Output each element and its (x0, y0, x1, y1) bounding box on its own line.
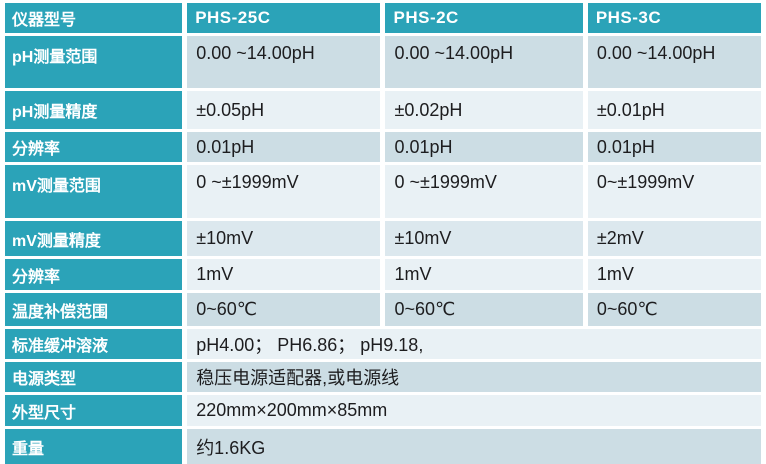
spec-row-label: 电源类型 (5, 362, 183, 392)
spec-value-cell-span: 约1.6KG (187, 429, 761, 464)
spec-row-label: 温度补偿范围 (5, 293, 183, 326)
corner-label: 仪器型号 (5, 3, 183, 33)
spec-value-cell: 1mV (187, 259, 381, 290)
spec-value-cell: 0 ~±1999mV (385, 165, 583, 218)
table-row: 标准缓冲溶液 pH4.00； PH6.86； pH9.18, (5, 329, 761, 359)
table-row: 分辨率 0.01pH 0.01pH 0.01pH (5, 132, 761, 162)
spec-row-label: 外型尺寸 (5, 395, 183, 426)
spec-value-cell: ±0.01pH (587, 91, 761, 129)
spec-value-cell-span: pH4.00； PH6.86； pH9.18, (187, 329, 761, 359)
spec-value-cell: 0.01pH (587, 132, 761, 162)
table-row: 重量 约1.6KG (5, 429, 761, 464)
spec-row-label: pH测量精度 (5, 91, 183, 129)
spec-value-cell: 0~±1999mV (587, 165, 761, 218)
table-row: 外型尺寸 220mm×200mm×85mm (5, 395, 761, 426)
table-row: pH测量精度 ±0.05pH ±0.02pH ±0.01pH (5, 91, 761, 129)
header-row: 仪器型号 PHS-25C PHS-2C PHS-3C (5, 3, 761, 33)
spec-value-cell: 0~60℃ (587, 293, 761, 326)
spec-value-cell: 1mV (385, 259, 583, 290)
model-header-phs3c: PHS-3C (587, 3, 761, 33)
spec-value-cell: ±0.02pH (385, 91, 583, 129)
spec-value-cell: 0~60℃ (385, 293, 583, 326)
spec-value-cell: 0.00 ~14.00pH (385, 36, 583, 88)
spec-value-cell: ±2mV (587, 221, 761, 256)
model-header-phs2c: PHS-2C (385, 3, 583, 33)
model-header-phs25c: PHS-25C (187, 3, 381, 33)
spec-value-cell: 0.01pH (385, 132, 583, 162)
spec-row-label: mV测量精度 (5, 221, 183, 256)
spec-value-cell: 1mV (587, 259, 761, 290)
spec-value-cell: 0.01pH (187, 132, 381, 162)
spec-row-label: pH测量范围 (5, 36, 183, 88)
spec-row-label: 分辨率 (5, 259, 183, 290)
table-row: 温度补偿范围 0~60℃ 0~60℃ 0~60℃ (5, 293, 761, 326)
table-row: pH测量范围 0.00 ~14.00pH 0.00 ~14.00pH 0.00 … (5, 36, 761, 88)
spec-value-cell: ±0.05pH (187, 91, 381, 129)
spec-row-label: 分辨率 (5, 132, 183, 162)
spec-row-label: 重量 (5, 429, 183, 464)
spec-value-cell: 0.00 ~14.00pH (187, 36, 381, 88)
spec-value-cell-span: 220mm×200mm×85mm (187, 395, 761, 426)
spec-value-cell: 0 ~±1999mV (187, 165, 381, 218)
table-row: 电源类型 稳压电源适配器,或电源线 (5, 362, 761, 392)
spec-value-cell: ±10mV (385, 221, 583, 256)
table-row: mV测量精度 ±10mV ±10mV ±2mV (5, 221, 761, 256)
table-row: mV测量范围 0 ~±1999mV 0 ~±1999mV 0~±1999mV (5, 165, 761, 218)
spec-value-cell: 0.00 ~14.00pH (587, 36, 761, 88)
spec-value-cell: 0~60℃ (187, 293, 381, 326)
spec-row-label: mV测量范围 (5, 165, 183, 218)
spec-row-label: 标准缓冲溶液 (5, 329, 183, 359)
spec-value-cell: ±10mV (187, 221, 381, 256)
spec-value-cell-span: 稳压电源适配器,或电源线 (187, 362, 761, 392)
table-row: 分辨率 1mV 1mV 1mV (5, 259, 761, 290)
